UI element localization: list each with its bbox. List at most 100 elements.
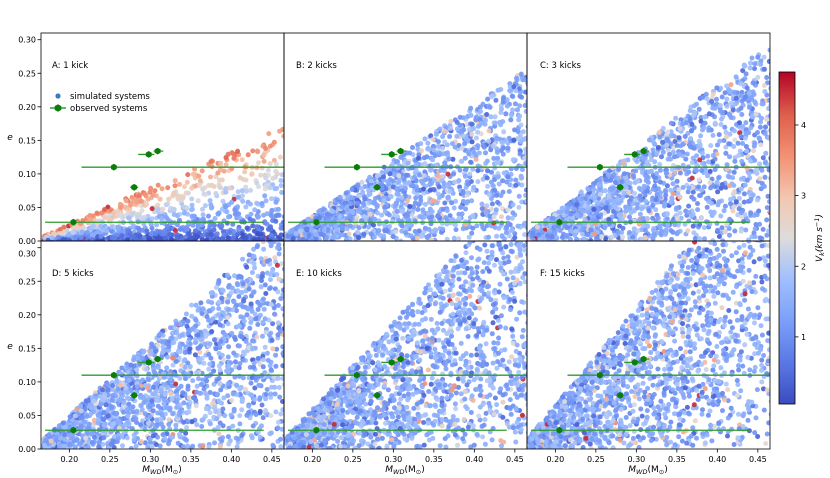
simulated-point [578,189,584,195]
simulated-point [437,151,443,156]
simulated-point [755,197,760,203]
simulated-point [692,236,698,241]
simulated-point [495,174,501,180]
simulated-point [399,195,405,200]
simulated-point [768,128,770,133]
simulated-point [437,126,443,132]
simulated-point [508,117,514,123]
simulated-point [177,181,182,187]
simulated-point [195,234,201,240]
simulated-point [507,84,513,90]
simulated-point [452,179,458,185]
simulated-point [488,114,494,120]
simulated-point [715,189,721,195]
simulated-point [742,135,748,141]
simulated-point [748,210,754,216]
simulated-point [196,183,202,189]
simulated-point [654,171,659,176]
simulated-point [620,225,626,231]
simulated-point [201,232,207,238]
simulated-point [270,321,276,327]
simulated-point [579,207,585,213]
simulated-point [387,223,393,229]
simulated-point [505,174,511,180]
simulated-point [718,108,723,114]
simulated-point [478,108,484,114]
simulated-point [475,123,481,129]
simulated-point [663,192,669,198]
simulated-point [181,444,187,449]
simulated-point [428,133,434,139]
simulated-point [208,355,214,361]
simulated-point [119,233,125,239]
simulated-point [235,194,241,200]
simulated-point [501,145,506,151]
simulated-point [261,152,267,158]
simulated-point [152,188,158,194]
simulated-point [493,160,499,166]
simulated-point [416,228,422,234]
simulated-point [645,162,651,168]
simulated-point [764,116,770,122]
simulated-point [488,196,494,202]
simulated-point [407,150,413,156]
simulated-point [276,251,282,257]
simulated-point [615,230,621,236]
simulated-point [290,236,296,241]
simulated-point [154,222,159,228]
simulated-point [126,215,131,221]
simulated-point [627,214,632,220]
simulated-point [469,230,475,236]
simulated-point [663,227,669,233]
simulated-point [718,213,724,219]
simulated-point [250,148,256,154]
simulated-point [337,214,343,220]
simulated-point [564,233,570,239]
simulated-point [422,201,428,207]
y-tick-label: 0.00 [18,237,36,246]
simulated-point [640,155,646,161]
simulated-point [744,148,750,154]
simulated-point [731,189,737,195]
simulated-point [660,149,666,155]
simulated-point [485,96,491,102]
simulated-point [449,141,455,147]
simulated-point [379,181,385,187]
simulated-point [422,169,428,175]
simulated-point [463,206,468,212]
simulated-point [723,144,729,150]
simulated-point [668,156,674,162]
simulated-point [767,97,770,103]
simulated-point [302,231,308,237]
simulated-point [678,215,684,221]
simulated-point [204,237,210,241]
simulated-point [738,81,744,87]
simulated-point [451,171,456,177]
simulated-point [759,167,765,173]
simulated-point [165,185,171,191]
simulated-point [724,96,730,102]
simulated-point [599,202,605,208]
simulated-point [709,98,715,104]
simulated-point [752,140,758,146]
simulated-point [435,173,441,179]
simulated-point [160,206,166,212]
simulated-point [674,215,680,221]
simulated-point [727,232,732,238]
simulated-point [646,208,652,214]
simulated-point [643,198,649,204]
simulated-point [752,99,758,105]
simulated-point [705,153,711,159]
simulated-point [109,224,115,230]
simulated-point [448,119,454,124]
simulated-point [568,228,574,234]
simulated-point [413,195,419,201]
simulated-point [556,209,562,215]
simulated-point [300,236,306,241]
simulated-point [215,170,221,176]
simulated-point [98,234,104,239]
simulated-point [446,181,452,187]
simulated-point [627,180,633,186]
simulated-point [197,178,203,184]
simulated-point [597,177,603,183]
